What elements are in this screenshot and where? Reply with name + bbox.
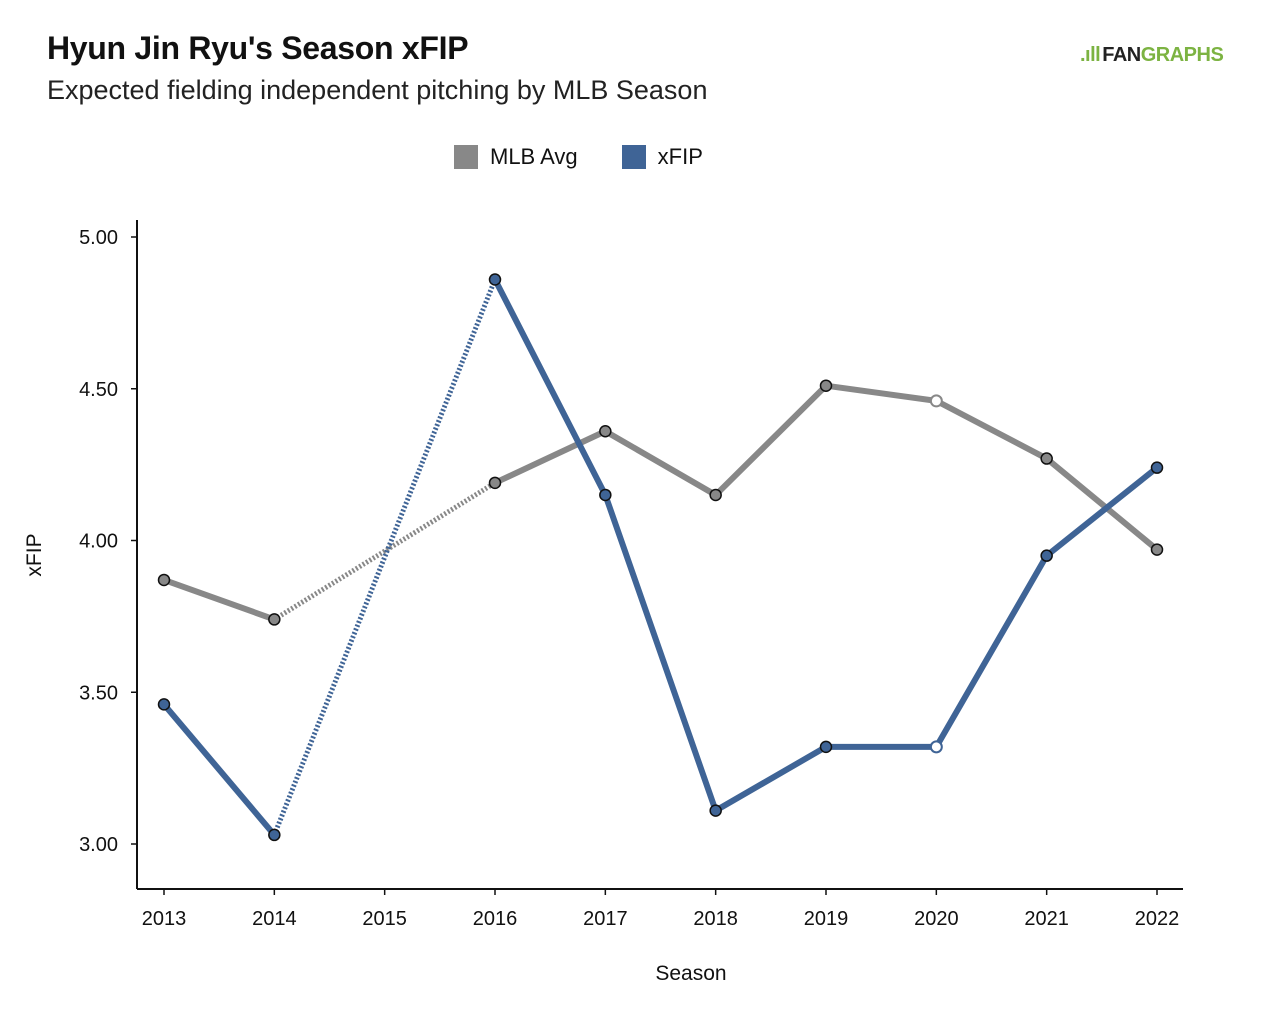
series-segment-xfip <box>712 743 829 814</box>
x-tick-label: 2018 <box>693 908 738 930</box>
series-segment-mlb-avg <box>823 382 940 404</box>
x-tick-label: 2020 <box>914 908 959 930</box>
data-point-xfip <box>488 273 502 286</box>
data-point-mlb-avg <box>929 394 943 408</box>
series-segment-mlb-avg <box>933 397 1050 462</box>
x-tick-label: 2021 <box>1024 908 1069 930</box>
data-point-xfip <box>268 828 281 842</box>
x-tick-label: 2017 <box>583 908 628 930</box>
y-axis-title: xFIP <box>23 533 46 576</box>
legend-swatch-xfip <box>621 145 646 169</box>
x-axis-title: Season <box>655 962 726 985</box>
series-segment-xfip <box>933 552 1050 750</box>
data-point-xfip <box>157 698 171 711</box>
series-segment-mlb-avg <box>712 382 829 498</box>
data-point-xfip <box>709 804 722 817</box>
logo-text-fan: FAN <box>1102 44 1141 66</box>
data-point-mlb-avg <box>819 379 833 392</box>
data-point-mlb-avg <box>709 488 722 502</box>
data-point-mlb-avg <box>488 476 502 490</box>
logo-text-graphs: GRAPHS <box>1140 44 1224 66</box>
logo-mark-icon: .ıll <box>1080 44 1101 66</box>
legend-label-xfip: xFIP <box>657 144 703 169</box>
series-segment-mlb-avg <box>161 576 278 623</box>
x-tick-label: 2019 <box>804 908 849 930</box>
chart-subtitle: Expected fielding independent pitching b… <box>47 75 708 105</box>
data-point-mlb-avg <box>268 613 281 626</box>
y-tick-label: 3.00 <box>79 834 118 856</box>
y-tick-label: 5.00 <box>79 227 118 249</box>
series-segment-mlb-avg <box>492 428 609 486</box>
y-tick-label: 4.50 <box>79 379 118 401</box>
x-tick-label: 2013 <box>142 908 187 930</box>
data-point-xfip <box>1150 461 1164 474</box>
fangraphs-logo: .ıll FANGRAPHS <box>1080 44 1224 67</box>
y-tick-label: 3.50 <box>79 682 118 704</box>
x-tick-label: 2015 <box>362 908 407 930</box>
data-point-mlb-avg <box>1040 452 1053 465</box>
series-segment-xfip <box>272 278 498 836</box>
x-tick-label: 2022 <box>1135 908 1180 930</box>
series-segment-mlb-avg <box>602 428 719 498</box>
data-point-xfip <box>1040 549 1053 562</box>
series-segment-xfip <box>161 701 278 838</box>
legend-item-mlb-avg[interactable]: MLB Avg <box>454 144 578 170</box>
data-point-mlb-avg <box>599 424 612 438</box>
data-point-mlb-avg <box>157 573 171 587</box>
data-point-xfip <box>929 740 943 754</box>
y-tick-label: 4.00 <box>79 531 118 553</box>
series-segment-mlb-avg <box>1043 455 1160 553</box>
series-segment-xfip <box>492 276 609 498</box>
legend-item-xfip[interactable]: xFIP <box>621 144 703 170</box>
data-point-mlb-avg <box>1150 543 1164 556</box>
chart-legend: MLB Avg xFIP <box>454 144 747 170</box>
data-point-xfip <box>819 740 833 754</box>
data-point-xfip <box>599 488 612 502</box>
x-tick-label: 2014 <box>252 908 297 930</box>
series-segment-xfip <box>1043 464 1160 559</box>
legend-label-mlb-avg: MLB Avg <box>490 144 578 169</box>
x-tick-label: 2016 <box>473 908 518 930</box>
legend-swatch-mlb-avg <box>454 145 478 169</box>
series-segment-xfip <box>602 491 719 814</box>
chart-title: Hyun Jin Ryu's Season xFIP <box>47 30 469 66</box>
